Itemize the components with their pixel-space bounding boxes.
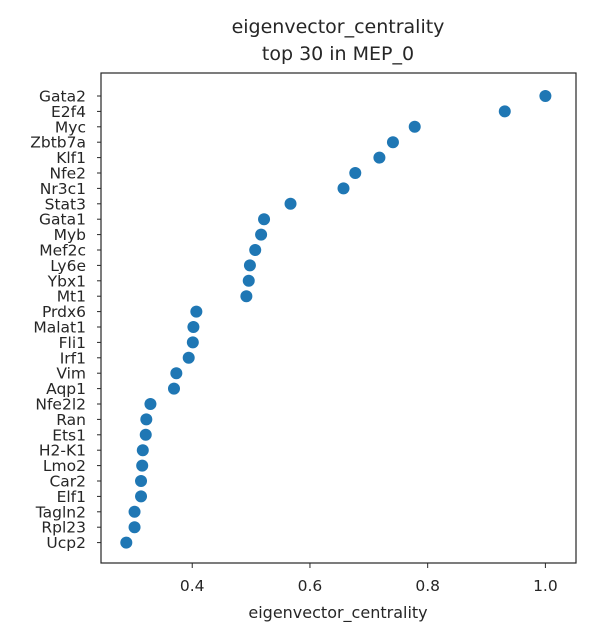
chart-subtitle: top 30 in MEP_0 <box>262 43 414 65</box>
y-axis: Gata2E2f4MycZbtb7aKlf1Nfe2Nr3c1Stat3Gata… <box>30 88 101 553</box>
y-tick-label: Ucp2 <box>46 534 86 552</box>
x-tick-label: 0.8 <box>415 577 440 595</box>
data-point <box>249 244 261 256</box>
data-point <box>258 213 270 225</box>
data-point <box>539 90 551 102</box>
x-axis: 0.4 0.6 0.8 1.0 <box>180 563 558 595</box>
x-tick-label: 1.0 <box>533 577 558 595</box>
data-point <box>135 475 147 487</box>
data-point <box>409 121 421 133</box>
data-point <box>240 290 252 302</box>
data-point <box>129 506 141 518</box>
x-tick-label: 0.4 <box>180 577 205 595</box>
data-point <box>120 537 132 549</box>
data-point <box>187 321 199 333</box>
data-point <box>144 398 156 410</box>
data-point <box>285 198 297 210</box>
data-point <box>183 352 195 364</box>
data-point <box>170 367 182 379</box>
data-point <box>499 105 511 117</box>
data-point <box>373 152 385 164</box>
x-axis-label: eigenvector_centrality <box>248 603 427 623</box>
data-point <box>244 259 256 271</box>
data-point <box>129 521 141 533</box>
data-point <box>190 306 202 318</box>
data-point <box>140 413 152 425</box>
data-point <box>140 429 152 441</box>
data-point <box>136 460 148 472</box>
data-point <box>135 490 147 502</box>
data-point <box>387 136 399 148</box>
data-point <box>243 275 255 287</box>
data-point <box>168 383 180 395</box>
chart-title: eigenvector_centrality <box>232 16 445 38</box>
data-point <box>255 229 267 241</box>
plot-frame <box>101 73 576 563</box>
data-points <box>120 90 551 549</box>
x-tick-label: 0.6 <box>298 577 323 595</box>
data-point <box>137 444 149 456</box>
data-point <box>187 336 199 348</box>
data-point <box>349 167 361 179</box>
data-point <box>338 182 350 194</box>
